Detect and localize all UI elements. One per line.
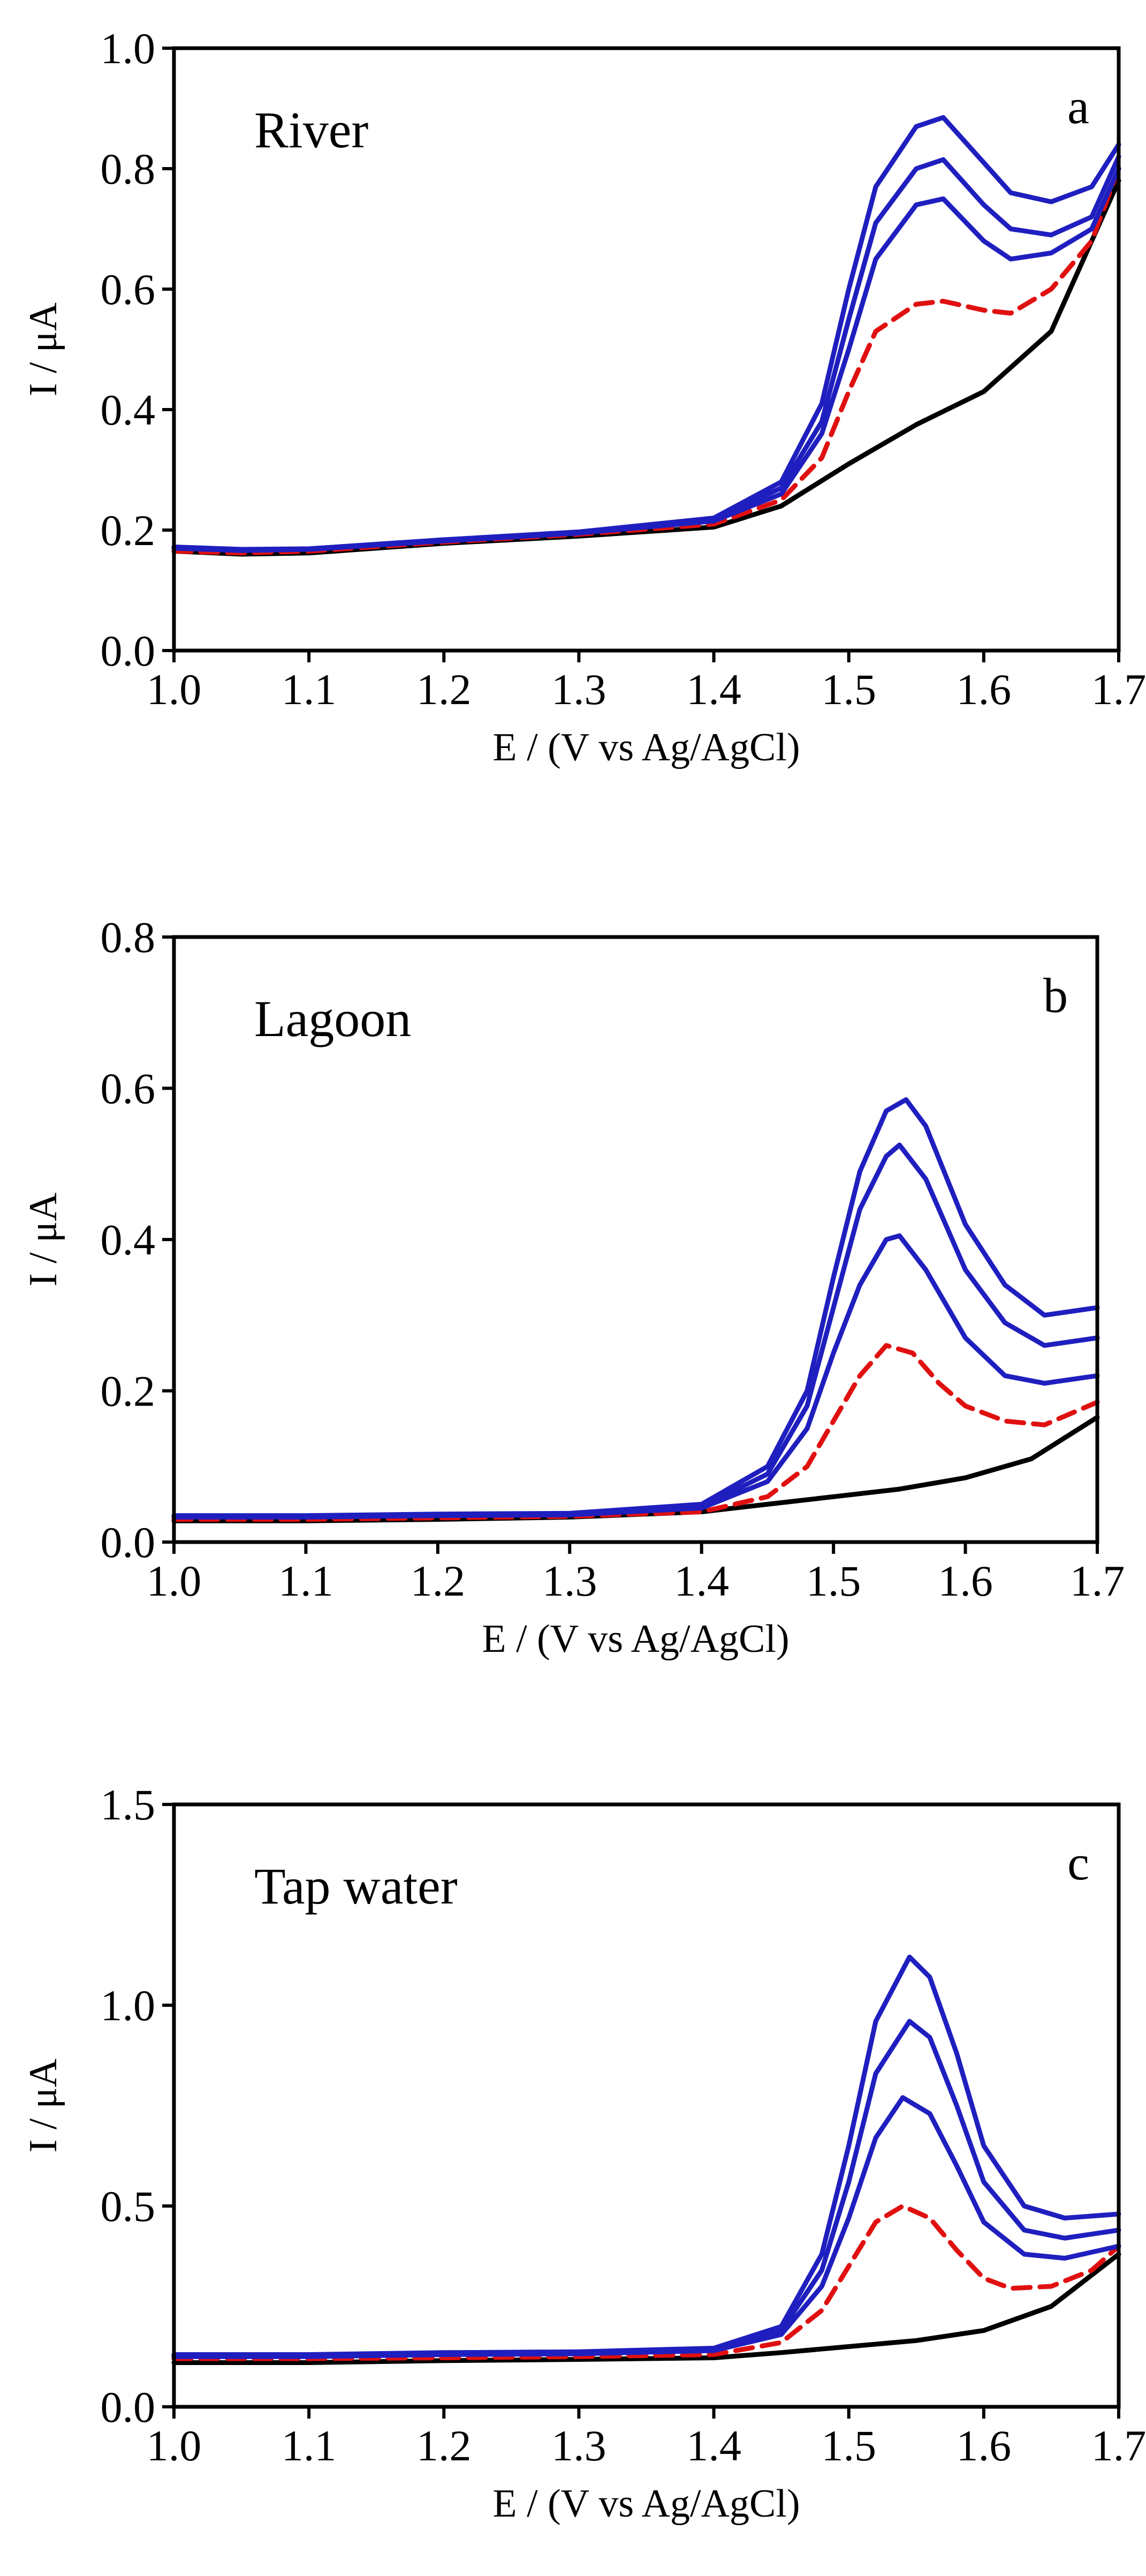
x-tick-label: 1.2 (416, 2421, 472, 2470)
panel-b: 1.0 1.1 1.2 1.3 1.4 1.5 1.6 1.7 0.0 0.2 0.4 0.6 0.8 E… (21, 913, 1125, 1661)
series-line-addition-1 (171, 2095, 1121, 2359)
series-line-spiked (171, 2203, 1121, 2361)
x-tick-label: 1.4 (674, 1557, 729, 1605)
y-tick-label: 1.0 (101, 1981, 156, 2030)
x-tick-label: 1.1 (278, 1557, 333, 1605)
x-tick-label: 1.0 (147, 2421, 202, 2470)
series-line-addition-3 (171, 115, 1121, 552)
y-tick-label: 0.8 (101, 913, 156, 962)
panel-c: 1.0 1.1 1.2 1.3 1.4 1.5 1.6 1.7 0.0 0.5 1.0 1.5 E / … (21, 1780, 1146, 2526)
x-tick-label: 1.3 (551, 665, 606, 714)
series-line-blank (171, 1415, 1100, 1523)
series-line-spiked (171, 166, 1121, 556)
x-tick-label: 1.0 (147, 1557, 202, 1605)
y-tick-label: 0.4 (101, 386, 156, 434)
x-tick-label: 1.5 (821, 665, 876, 714)
panel-letter: c (1067, 1835, 1089, 1890)
x-tick-label: 1.0 (147, 665, 202, 714)
x-tick-label: 1.3 (551, 2421, 606, 2470)
y-tick-label: 0.6 (101, 265, 156, 314)
y-tick-label: 0.5 (101, 2182, 156, 2231)
y-axis-label: I / μA (21, 1192, 65, 1286)
series-line-addition-1 (171, 166, 1121, 553)
x-tick-label: 1.7 (1070, 1557, 1125, 1605)
y-axis-label: I / μA (21, 2059, 65, 2152)
x-axis-label: E / (V vs Ag/AgCl) (492, 2482, 800, 2526)
series-line-spiked (171, 1343, 1100, 1522)
y-tick-label: 0.0 (101, 2383, 156, 2431)
x-axis-label: E / (V vs Ag/AgCl) (482, 1617, 789, 1661)
series-line-addition-2 (171, 154, 1121, 553)
x-tick-label: 1.6 (957, 2421, 1012, 2470)
x-tick-label: 1.7 (1091, 2421, 1146, 2470)
x-tick-label: 1.4 (686, 2421, 741, 2470)
panel-title: Lagoon (254, 990, 411, 1047)
panel-title: River (254, 101, 368, 158)
panel-a: 1.0 1.1 1.2 1.3 1.4 1.5 1.6 1.7 0.0 0.2 0.4 0.6 0.8 1… (21, 24, 1146, 769)
x-tick-label: 1.2 (416, 665, 472, 714)
panel-title: Tap water (254, 1857, 458, 1915)
y-axis-label: I / μA (21, 303, 65, 396)
x-tick-label: 1.3 (542, 1557, 597, 1605)
series-line-addition-3 (171, 1097, 1100, 1519)
series-line-addition-1 (171, 1233, 1100, 1520)
y-tick-label: 1.5 (101, 1780, 156, 1829)
y-tick-label: 0.2 (101, 506, 156, 555)
panel-letter: b (1043, 968, 1068, 1023)
plot-frame (172, 46, 1121, 653)
y-tick-label: 0.4 (101, 1215, 156, 1264)
y-tick-label: 0.0 (101, 1518, 156, 1567)
x-tick-label: 1.7 (1091, 665, 1146, 714)
x-tick-label: 1.1 (282, 2421, 337, 2470)
y-tick-label: 0.8 (101, 145, 156, 193)
x-tick-label: 1.5 (806, 1557, 861, 1605)
y-tick-label: 0.0 (101, 626, 156, 675)
y-tick-label: 1.0 (101, 24, 156, 73)
series-line-addition-2 (171, 2019, 1121, 2359)
x-tick-label: 1.6 (938, 1557, 993, 1605)
plot-frame (172, 1802, 1121, 2409)
x-tick-label: 1.4 (686, 665, 741, 714)
x-axis-label: E / (V vs Ag/AgCl) (492, 726, 800, 769)
series-line-addition-3 (171, 1954, 1121, 2357)
x-tick-label: 1.5 (821, 2421, 876, 2470)
panel-letter: a (1067, 79, 1089, 134)
x-tick-label: 1.1 (282, 665, 337, 714)
x-tick-label: 1.6 (957, 665, 1012, 714)
y-tick-label: 0.2 (101, 1367, 156, 1416)
series-line-blank (171, 2252, 1121, 2365)
x-tick-label: 1.2 (411, 1557, 466, 1605)
y-tick-label: 0.6 (101, 1064, 156, 1113)
